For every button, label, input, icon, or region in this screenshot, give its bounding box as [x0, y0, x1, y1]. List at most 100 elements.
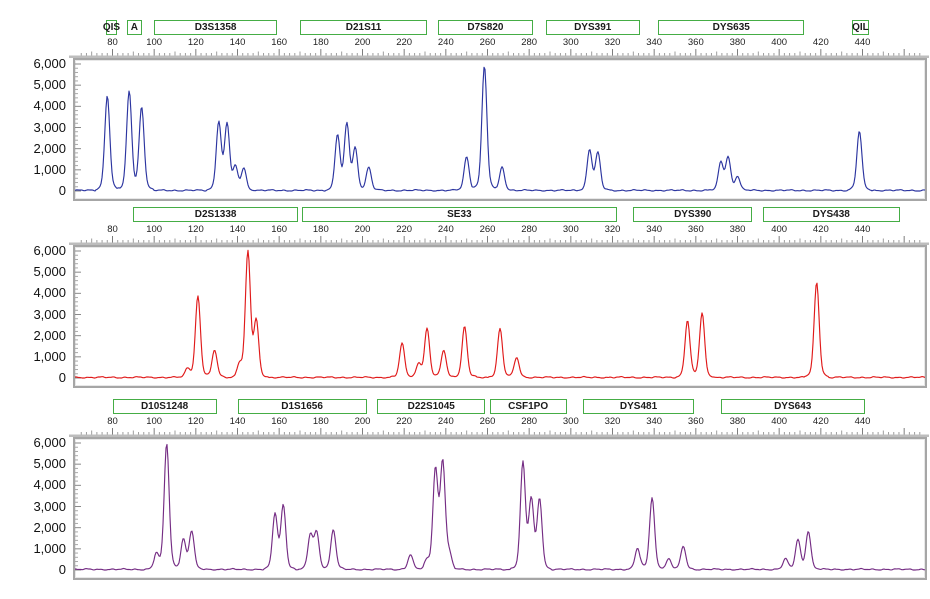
marker-box-dys481: DYS481: [583, 399, 694, 414]
x-tick-label: 180: [312, 224, 329, 235]
marker-box-qil: QIL: [852, 20, 869, 35]
marker-box-dys391: DYS391: [545, 20, 640, 35]
y-tick-label: 5,000: [33, 456, 66, 472]
x-tick-label: 380: [729, 224, 746, 235]
marker-label: QIL: [852, 22, 869, 33]
panel-group-3: D10S1248 D1S1656 D22S1045 CSF1PO DYS481 DYS64…: [0, 399, 930, 581]
y-tick-label: 4,000: [33, 285, 66, 301]
x-tick-label: 100: [146, 416, 163, 427]
y-tick-label: 4,000: [33, 477, 66, 493]
x-tick-label: 140: [229, 224, 246, 235]
x-tick-label: 140: [229, 37, 246, 48]
x-tick-label: 240: [437, 224, 454, 235]
y-tick-label: 4,000: [33, 98, 66, 114]
x-tick-label: 340: [646, 37, 663, 48]
x-tick-label: 340: [646, 416, 663, 427]
x-ruler: [69, 49, 929, 58]
marker-box-d7s820: D7S820: [437, 20, 534, 35]
x-tick-label: 440: [854, 37, 871, 48]
marker-label: CSF1PO: [508, 401, 549, 412]
x-tick-label: 280: [521, 37, 538, 48]
y-tick-label: 5,000: [33, 264, 66, 280]
y-tick-label: 3,000: [33, 498, 66, 514]
x-tick-label: 440: [854, 224, 871, 235]
panel-group-2: D2S1338 SE33 DYS390 DYS438 80 100 120 140 160 180…: [0, 207, 930, 389]
panel-2-trace: [75, 249, 925, 379]
marker-label: D7S820: [467, 22, 504, 33]
x-tick-label: 320: [604, 37, 621, 48]
x-tick-label: 220: [396, 416, 413, 427]
x-ruler: [69, 236, 929, 245]
marker-box-dys390: DYS390: [633, 207, 753, 222]
y-tick-label: 6,000: [33, 435, 66, 450]
y-tick-label: 0: [58, 370, 66, 385]
x-tick-label: 400: [771, 224, 788, 235]
x-tick-label: 240: [437, 416, 454, 427]
y-tick-label: 1,000: [33, 540, 66, 556]
x-tick-label: 160: [271, 37, 288, 48]
marker-box-d3s1358: D3S1358: [154, 20, 278, 35]
x-tick-label: 420: [812, 37, 829, 48]
x-tick-label: 420: [812, 416, 829, 427]
marker-box-qis: QIS: [103, 20, 120, 35]
x-tick-label: 220: [396, 224, 413, 235]
marker-box-dys643: DYS643: [720, 399, 865, 414]
x-tick-label: 180: [312, 416, 329, 427]
x-tick-label: 260: [479, 224, 496, 235]
x-tick-label: 280: [521, 224, 538, 235]
marker-label: D22S1045: [407, 401, 455, 412]
x-tick-label: 320: [604, 224, 621, 235]
x-tick-label: 380: [729, 37, 746, 48]
marker-label: QIS: [102, 22, 121, 33]
marker-box-d10s1248: D10S1248: [112, 399, 217, 414]
x-tick-label: 300: [562, 416, 579, 427]
marker-label: DYS438: [812, 209, 850, 220]
marker-box-d22s1045: D22S1045: [377, 399, 486, 414]
x-tick-label: 120: [187, 224, 204, 235]
x-tick-label: 240: [437, 37, 454, 48]
x-tick-label: 300: [562, 224, 579, 235]
marker-label: D2S1338: [194, 209, 237, 220]
x-tick-label: 80: [107, 37, 118, 48]
x-ruler: [69, 428, 929, 437]
x-tick-label: 100: [146, 37, 163, 48]
x-tick-label: 360: [687, 416, 704, 427]
marker-label: DYS390: [674, 209, 712, 220]
y-tick-label: 3,000: [33, 119, 66, 135]
x-tick-label: 380: [729, 416, 746, 427]
marker-box-d1s1656: D1S1656: [237, 399, 367, 414]
x-tick-label: 120: [187, 37, 204, 48]
y-tick-label: 3,000: [33, 306, 66, 322]
panel-3-trace: [75, 443, 925, 571]
x-tick-label: 200: [354, 416, 371, 427]
x-tick-label: 200: [354, 37, 371, 48]
x-tick-label: 260: [479, 416, 496, 427]
y-tick-label: 2,000: [33, 519, 66, 535]
y-tick-label: 6,000: [33, 243, 66, 258]
x-tick-label: 420: [812, 224, 829, 235]
x-tick-label: 120: [187, 416, 204, 427]
x-tick-label: 200: [354, 224, 371, 235]
x-tick-label: 260: [479, 37, 496, 48]
y-tick-label: 2,000: [33, 327, 66, 343]
marker-box-d21s11: D21S11: [300, 20, 428, 35]
x-tick-label: 80: [107, 224, 118, 235]
marker-row: D2S1338 SE33 DYS390 DYS438: [0, 207, 930, 223]
marker-label: DYS391: [574, 22, 612, 33]
marker-box-csf1po: CSF1PO: [489, 399, 567, 414]
marker-label: A: [130, 22, 138, 33]
y-tick-label: 1,000: [33, 348, 66, 364]
panel-1-plot: [73, 58, 927, 201]
marker-label: D1S1656: [281, 401, 323, 412]
x-tick-label: 360: [687, 37, 704, 48]
marker-label: DYS643: [774, 401, 812, 412]
marker-label: SE33: [447, 209, 472, 220]
y-tick-label: 1,000: [33, 161, 66, 177]
x-tick-label: 140: [229, 416, 246, 427]
marker-box-dys438: DYS438: [762, 207, 900, 222]
marker-label: D10S1248: [140, 401, 189, 412]
x-tick-label: 340: [646, 224, 663, 235]
marker-box-dys635: DYS635: [658, 20, 805, 35]
x-tick-label: 80: [107, 416, 118, 427]
marker-box-se33: SE33: [302, 207, 617, 222]
